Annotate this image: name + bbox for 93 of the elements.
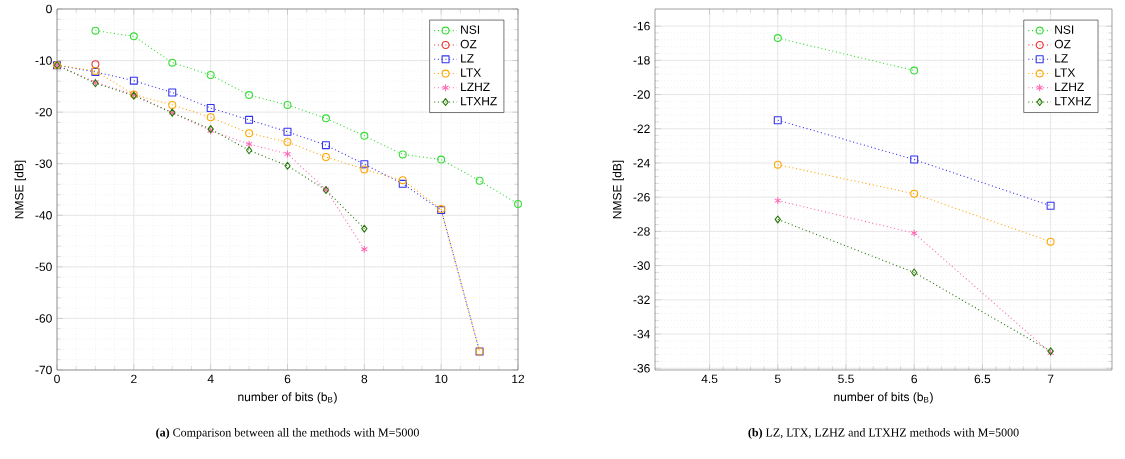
point: [360, 165, 369, 174]
point: [361, 224, 368, 233]
point: [910, 155, 919, 164]
y-tick-label: 0: [46, 4, 52, 14]
y-tick-label: -24: [633, 158, 650, 168]
legend-label: NSI: [461, 25, 480, 34]
x-tick-label: 0: [54, 374, 60, 384]
y-tick-label: -30: [35, 159, 52, 168]
legend-label: LTXHZ: [1055, 96, 1091, 106]
point: [1046, 237, 1055, 246]
point: [910, 229, 918, 238]
y-tick-label: -20: [633, 90, 650, 99]
legend-label: OZ: [460, 39, 477, 49]
point: [245, 91, 254, 100]
legend-label: LTX: [1055, 68, 1076, 77]
point: [283, 100, 292, 109]
x-tick-label: 10: [435, 374, 448, 384]
point: [360, 160, 369, 169]
point: [91, 60, 100, 69]
point: [437, 155, 446, 164]
point: [773, 34, 782, 43]
x-tick-label: 5.5: [838, 374, 854, 384]
x-tick-label: 2: [131, 374, 137, 384]
y-tick-label: -20: [35, 107, 52, 117]
legend-label: LZHZ: [461, 82, 490, 91]
point: [168, 100, 177, 109]
y-tick-label: -16: [633, 21, 650, 31]
point: [321, 141, 330, 150]
point: [910, 189, 919, 198]
legend-label: LZ: [461, 54, 474, 63]
y-tick-label: -36: [633, 364, 650, 373]
point: [206, 104, 215, 113]
point: [475, 176, 484, 185]
y-tick-label: -26: [633, 192, 650, 202]
point: [773, 116, 782, 125]
point: [284, 161, 291, 170]
point: [360, 245, 368, 254]
y-tick-label: -28: [633, 227, 650, 236]
y-tick-label: -22: [633, 124, 650, 133]
point: [206, 71, 215, 80]
x-tick-label: 6.5: [974, 374, 991, 384]
y-tick-label: -40: [35, 211, 52, 220]
x-tick-label: 5: [774, 374, 781, 384]
point: [360, 131, 369, 140]
point: [91, 26, 100, 35]
y-tick-label: -70: [35, 365, 52, 375]
point: [321, 114, 330, 123]
x-tick-label: 6: [911, 374, 918, 384]
point: [910, 66, 919, 75]
y-tick-label: -32: [633, 295, 650, 305]
y-tick-label: -50: [35, 262, 52, 272]
x-tick-label: 7: [1047, 374, 1054, 383]
x-tick-label: 4: [207, 374, 214, 383]
point: [129, 32, 138, 41]
x-tick-label: 4.5: [701, 374, 718, 384]
y-tick-label: -34: [633, 329, 650, 339]
point: [168, 88, 177, 97]
y-axis-title: NMSE [dB]: [14, 160, 26, 219]
x-tick-label: 8: [361, 374, 368, 384]
point: [773, 160, 782, 169]
point: [321, 152, 330, 162]
point: [398, 150, 407, 159]
point: [206, 113, 215, 122]
point: [129, 76, 138, 85]
point: [514, 199, 523, 208]
y-tick-label: -60: [35, 314, 52, 323]
y-tick-label: -18: [633, 56, 650, 65]
point: [245, 146, 253, 155]
point: [245, 129, 254, 138]
x-axis-title: number of bits (b$_{B}$): [238, 392, 337, 404]
point: [283, 149, 292, 158]
x-axis-title: number of bits (b$_{B}$): [834, 392, 933, 404]
point: [774, 196, 782, 205]
y-axis-title: NMSE [dB]: [612, 160, 624, 219]
legend-label: LTXHZ: [461, 96, 497, 106]
y-tick-label: -10: [35, 56, 52, 65]
point: [774, 215, 781, 224]
point: [283, 127, 292, 136]
point: [283, 138, 292, 147]
legend-label: LZ: [1055, 54, 1068, 63]
x-tick-label: 6: [284, 374, 291, 384]
legend-label: LZHZ: [1055, 82, 1084, 91]
point: [1046, 201, 1055, 210]
y-tick-label: -30: [633, 261, 650, 270]
legend-label: OZ: [1054, 39, 1071, 49]
x-tick-label: 12: [512, 374, 525, 384]
point: [168, 58, 177, 67]
point: [911, 268, 918, 277]
text: (b) LZ, LTX, LZHZ and LTXHZ methods with M=5000: [748, 428, 1019, 439]
point: [245, 115, 254, 124]
legend-label: NSI: [1055, 25, 1074, 34]
text: (a) Comparison between all the methods with M=5000: [156, 428, 419, 439]
legend-label: LTX: [461, 68, 481, 77]
